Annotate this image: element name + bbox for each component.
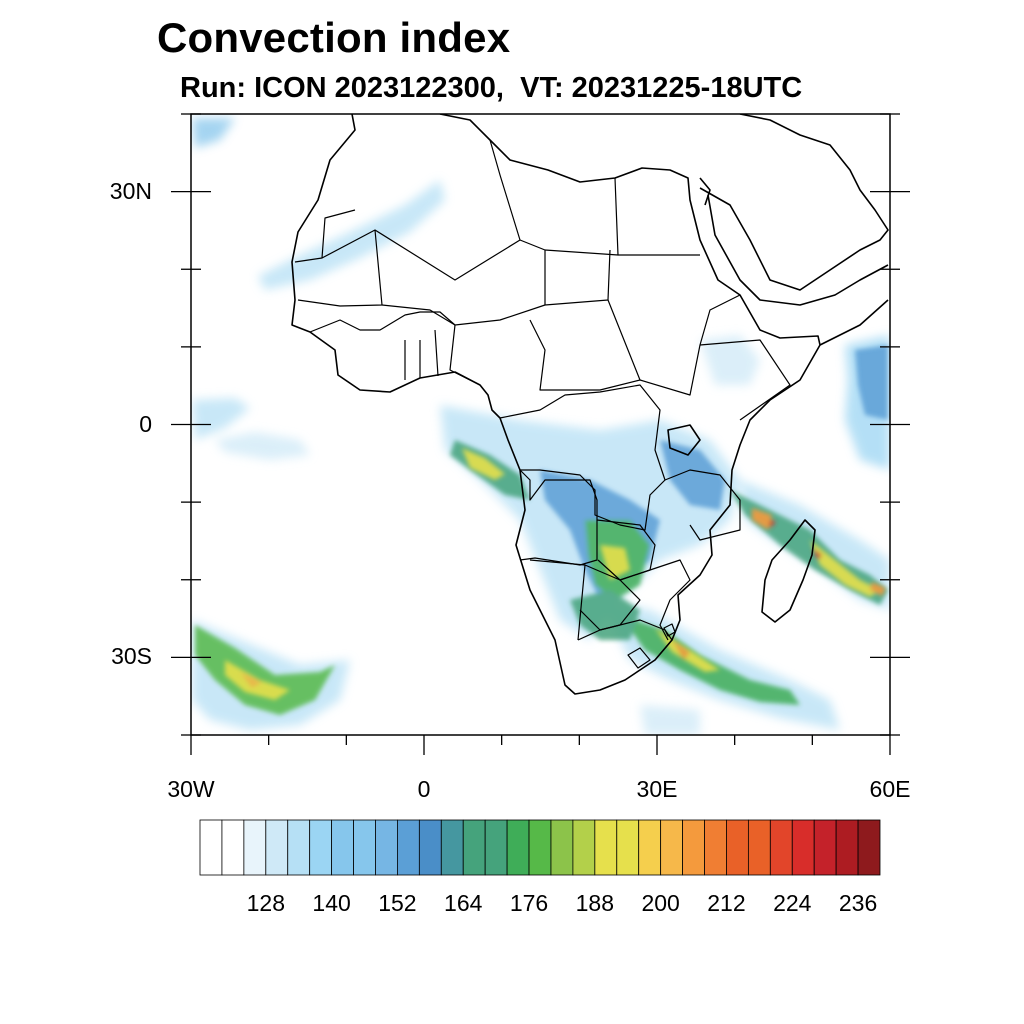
y-tick-label: 30N [109,177,152,204]
border-ghana [404,329,439,380]
colorbar-box [484,819,508,876]
border-angola [519,469,598,566]
border-algeria-libya [489,139,521,241]
colorbar-tick-label: 140 [312,890,351,916]
border-libya-egypt [544,177,619,256]
colorbar-tick-label: 188 [575,890,615,916]
field-orange-south-atlantic [240,672,262,688]
colorbar-box [462,819,486,876]
x-tick-label: 60E [869,776,911,802]
field-yellow-madagascar [810,540,880,597]
colorbar-box [704,819,727,876]
field-east-africa-blue [660,440,725,510]
colorbar-box [660,819,683,876]
chart-title: Convection index [157,14,511,61]
border-zimbabwe-mozambique [619,559,691,641]
border-morocco-algeria [294,209,356,263]
border-nigeria [449,324,481,386]
field-nw-corner [192,118,235,148]
horn-east [819,299,889,346]
colorbar-tick-label: 236 [838,890,878,916]
colorbar-tick-label: 200 [641,890,680,916]
colorbar-tick-label: 224 [773,890,812,916]
field-orange-se-africa [672,640,690,660]
colorbar-tick-label: 128 [246,890,285,916]
colorbar-tick-label: 212 [707,890,746,916]
colorbar-box [375,819,398,876]
border-tanzania [664,469,741,541]
colorbar-box [243,819,267,876]
colorbar-box [265,819,289,876]
colorbar-box [638,819,662,876]
field-yellow-gabon [462,448,505,480]
field-yellow-zambia [600,545,630,580]
lake-victoria [667,424,701,456]
swaziland [663,623,676,637]
colorbar-tick-label: 152 [378,890,417,916]
y-tick-label: 0 [139,410,152,437]
colorbar-box [353,819,376,876]
colorbar-tick-label: 176 [509,890,549,916]
colorbar-box [550,819,574,876]
field-south-atlantic-green [195,625,335,715]
colorbar-box [791,819,815,876]
colorbar-box [287,819,311,876]
field-kalahari-green [570,590,640,640]
border-ethiopia-somalia [699,339,791,421]
axis-ticks [171,113,910,755]
colorbar-box [506,819,530,876]
colorbar-box [199,819,223,876]
border-south-africa [577,619,673,661]
x-tick-label: 30W [167,776,215,802]
field-orange-east [870,582,886,596]
colorbar-box [528,819,552,876]
field-ethiopia [700,335,760,385]
colorbar-box [397,819,420,876]
y-tick-label: 30S [111,643,152,670]
colorbar-box [309,819,333,876]
colorbar-box [221,819,245,876]
colorbar-box [726,819,749,876]
convection-field [192,118,890,735]
colorbar-box [682,819,705,876]
sinai [699,177,711,206]
colorbar-box [440,819,464,876]
colorbar-box [857,819,881,876]
field-atlantic-streak [215,432,310,460]
colorbar-box [813,819,837,876]
colorbar [199,819,881,876]
x-tick-label: 30E [636,776,678,802]
lesotho [627,647,651,669]
colorbar-box [572,819,596,876]
field-east-equatorial-blue [855,345,888,420]
field-red-madagascar [812,548,822,560]
arabia-inner [707,194,889,306]
border-chad-car [529,299,641,391]
colorbar-box [769,819,793,876]
field-se-corner [640,705,700,735]
border-west-africa [309,311,456,333]
border-congo-drc [499,384,666,531]
colorbar-box [331,819,354,876]
colorbar-box [616,819,640,876]
field-west-atlantic [192,398,250,440]
colorbar-box [418,819,442,876]
chart-subtitle: Run: ICON 2023122300, VT: 20231225-18UTC [180,72,803,104]
arabia-coast [699,114,889,291]
madagascar [761,519,816,623]
colorbar-box [747,819,771,876]
border-botswana [579,564,641,631]
field-orange-comoros [752,508,772,530]
colorbar-box [835,819,859,876]
colorbar-tick-label: 164 [444,890,483,916]
border-chad-sudan [544,249,611,306]
field-sahara-band [258,180,445,290]
border-mali-niger [374,229,546,305]
colorbar-box [594,819,618,876]
country-borders [294,139,791,669]
x-tick-label: 0 [417,776,431,802]
border-zambia [596,519,656,581]
